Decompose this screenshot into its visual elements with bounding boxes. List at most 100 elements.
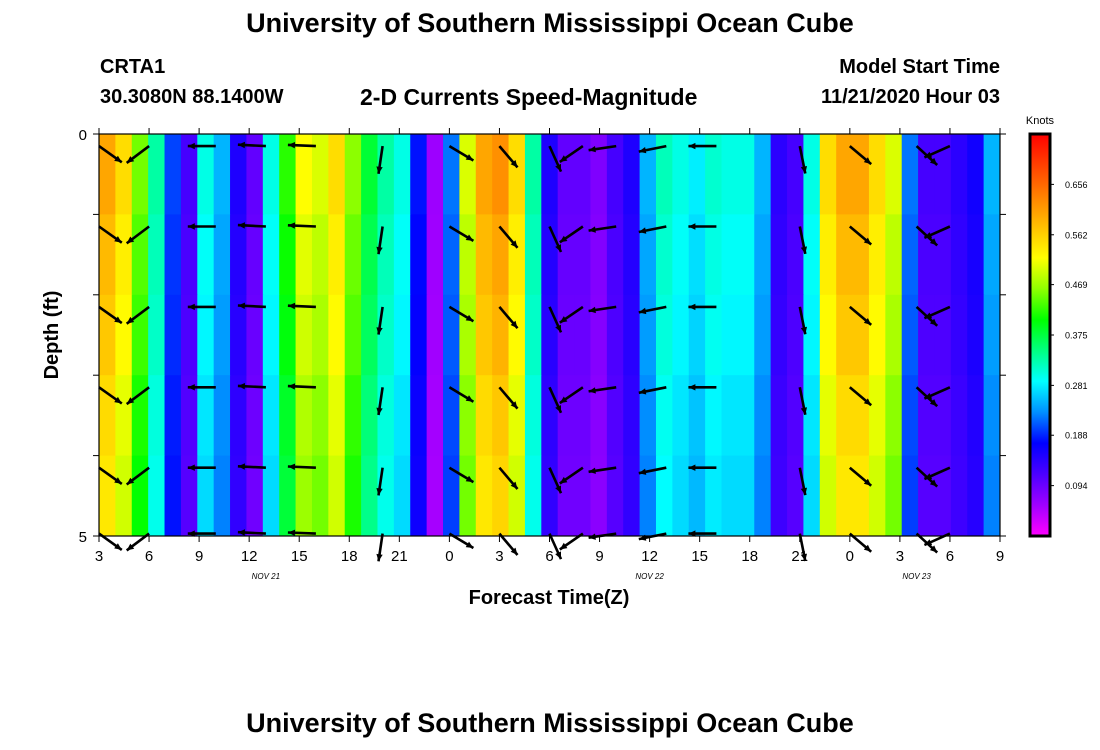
heat-cell <box>737 375 755 457</box>
heat-cell <box>344 455 362 536</box>
heat-cell <box>508 375 526 457</box>
heat-cell <box>787 134 805 215</box>
heat-cell <box>836 214 854 296</box>
heat-cell <box>131 294 149 376</box>
current-arrow <box>98 305 123 325</box>
heat-cell <box>557 455 575 536</box>
current-arrow <box>688 303 717 311</box>
date-label: NOV 23 <box>902 572 931 581</box>
heat-cell <box>737 455 755 536</box>
heat-cell <box>410 214 428 296</box>
x-tick-label: 3 <box>896 548 904 565</box>
heat-cell <box>950 294 968 376</box>
current-arrow <box>237 141 266 149</box>
heat-cell <box>623 134 641 215</box>
current-arrow <box>923 225 951 239</box>
colorbar: Knots 0.094 0.188 0.281 0.375 0.469 0.562 0.656 <box>1026 115 1088 538</box>
heat-cell <box>655 455 673 536</box>
heat-cell <box>213 455 231 536</box>
heat-cell <box>393 134 411 215</box>
heat-cell <box>901 455 919 536</box>
current-arrow <box>498 225 519 249</box>
current-arrow <box>559 305 584 324</box>
heat-cell <box>524 455 542 536</box>
heat-cell <box>344 134 362 215</box>
heat-cell <box>279 134 297 215</box>
current-arrow <box>125 225 150 245</box>
current-arrow <box>125 305 150 325</box>
heat-cell <box>868 455 886 536</box>
heat-cell <box>852 375 870 457</box>
heat-cell <box>819 375 837 457</box>
heat-cell <box>705 375 723 457</box>
heat-cell <box>197 214 215 296</box>
heat-cell <box>180 294 198 376</box>
heat-cell <box>361 455 379 536</box>
current-arrow <box>498 466 519 490</box>
heat-cell <box>983 375 1000 457</box>
heat-cell <box>279 294 297 376</box>
date-label: NOV 21 <box>252 572 280 581</box>
x-tick-label: 18 <box>741 548 758 565</box>
heat-cell <box>524 134 542 215</box>
heat-cell <box>950 134 968 215</box>
heat-cell <box>705 134 723 215</box>
heat-cell <box>901 214 919 296</box>
heat-cell <box>148 375 166 457</box>
heat-cell <box>901 375 919 457</box>
heat-cell <box>164 214 182 296</box>
heat-cell <box>361 294 379 376</box>
heat-cell <box>803 214 821 296</box>
colorbar-tick-label: 0.188 <box>1065 431 1088 441</box>
heat-cell <box>115 455 133 536</box>
heat-cell <box>393 375 411 457</box>
heat-cell <box>393 294 411 376</box>
heat-cell <box>475 455 493 536</box>
x-tick-label: 6 <box>145 548 153 565</box>
station-id: CRTA1 <box>100 56 166 78</box>
heat-cell <box>443 455 460 536</box>
heat-cell <box>787 214 805 296</box>
heat-cell <box>672 375 690 457</box>
current-arrow <box>448 225 475 243</box>
heat-cell <box>606 375 624 457</box>
heat-cell <box>164 134 182 215</box>
heat-cell <box>983 455 1000 536</box>
speed-heatmap <box>99 134 1000 536</box>
heat-cell <box>328 294 346 376</box>
heat-cell <box>639 214 657 296</box>
heat-cell <box>197 134 215 215</box>
date-label: NOV 22 <box>635 572 664 581</box>
heat-cell <box>328 134 346 215</box>
heat-cell <box>148 134 166 215</box>
current-arrow <box>448 305 475 323</box>
heat-cell <box>606 294 624 376</box>
current-arrow <box>848 386 873 407</box>
heat-cell <box>574 294 592 376</box>
current-arrow <box>548 306 563 333</box>
heat-cell <box>328 455 346 536</box>
heat-cell <box>426 294 444 376</box>
current-arrow <box>98 225 123 244</box>
heat-cell <box>148 214 166 296</box>
x-axis-label: Forecast Time(Z) <box>469 587 630 609</box>
heat-cell <box>737 214 755 296</box>
heat-cell <box>197 455 215 536</box>
heat-cell <box>983 214 1000 296</box>
current-arrow <box>848 305 873 326</box>
current-arrow <box>548 386 563 414</box>
heat-cell <box>983 294 1000 376</box>
heat-cell <box>721 455 739 536</box>
heat-cell <box>131 134 149 215</box>
heat-cell <box>377 455 395 536</box>
heat-cell <box>99 375 116 457</box>
current-arrow <box>498 306 519 330</box>
heat-cell <box>623 375 641 457</box>
current-arrow <box>848 466 873 487</box>
current-arrow <box>688 223 717 230</box>
heat-cell <box>639 294 657 376</box>
heat-cell <box>672 294 690 376</box>
heat-cell <box>148 455 166 536</box>
heat-cell <box>819 134 837 215</box>
heat-cell <box>590 294 608 376</box>
